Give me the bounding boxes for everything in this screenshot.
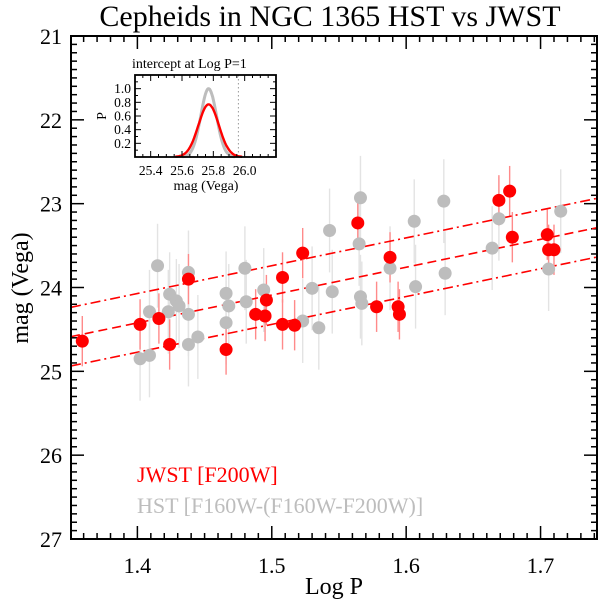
y-tick-label: 21 (40, 24, 62, 49)
y-tick-label: 25 (40, 359, 62, 384)
fit-line-lower (70, 256, 598, 367)
jwst-point (505, 230, 519, 244)
plot-frame (70, 35, 598, 540)
jwst-point (276, 317, 290, 331)
jwst-point (503, 184, 517, 198)
hst-point (492, 212, 506, 226)
hst-point (219, 286, 233, 300)
hst-point (355, 296, 369, 310)
x-axis-label: Log P (305, 574, 363, 600)
y-tick-label: 23 (40, 192, 62, 217)
jwst-point (181, 272, 195, 286)
jwst-point (75, 334, 89, 348)
jwst-point (258, 309, 272, 323)
x-tick-label: 1.6 (392, 553, 420, 578)
jwst-point (383, 250, 397, 264)
y-tick-label: 26 (40, 443, 62, 468)
x-tick-label: 1.5 (258, 553, 286, 578)
hst-point (438, 266, 452, 280)
hst-point (383, 261, 397, 275)
jwst-point (152, 312, 166, 326)
inset-x-tick-label: 25.4 (139, 163, 163, 178)
hst-point (222, 299, 236, 313)
inset-frame (134, 74, 277, 158)
hst-point (239, 295, 253, 309)
hst-point (323, 223, 337, 237)
inset-title: intercept at Log P=1 (132, 57, 247, 72)
inset-x-label: mag (Vega) (174, 179, 239, 194)
legend-jwst: JWST [F200W] (137, 462, 278, 487)
legend-hst: HST [F160W-(F160W-F200W)] (137, 493, 423, 518)
x-tick-label: 1.4 (124, 553, 152, 578)
jwst-point (219, 343, 233, 357)
jwst-point (547, 243, 561, 257)
y-tick-label: 24 (40, 276, 62, 301)
hst-point (437, 194, 451, 208)
chart-title: Cepheids in NGC 1365 HST vs JWST (99, 0, 560, 33)
hst-point (181, 338, 195, 352)
y-axis-label: mag (Vega) (8, 232, 34, 343)
hst-point (353, 191, 367, 205)
hst-point (238, 261, 252, 275)
jwst-point (370, 300, 384, 314)
hst-point (191, 330, 205, 344)
hst-point (257, 283, 271, 297)
hst-point (542, 262, 556, 276)
hst-point (151, 259, 165, 273)
hst-point (172, 299, 186, 313)
error-bars (81, 155, 562, 401)
hst-point (142, 305, 156, 319)
hst-point (142, 348, 156, 362)
jwst-point (133, 317, 147, 331)
x-tick-label: 1.7 (527, 553, 555, 578)
jwst-point (276, 270, 290, 284)
inset-plot: intercept at Log P=1 mag (Vega) P 25.4 25… (95, 57, 277, 194)
y-tick-label: 27 (40, 527, 62, 552)
inset-y-tick-label: 0.2 (114, 136, 131, 151)
hst-point (554, 204, 568, 218)
jwst-point (392, 307, 406, 321)
inset-y-tick-label: 0.6 (114, 109, 131, 124)
hst-point (409, 280, 423, 294)
hst-point (312, 321, 326, 335)
inset-x-tick-label: 26.0 (233, 163, 257, 178)
hst-point (485, 241, 499, 255)
jwst-point (288, 318, 302, 332)
jwst-point (492, 193, 506, 207)
y-tick-label: 22 (40, 108, 62, 133)
inset-x-tick-label: 25.8 (202, 163, 226, 178)
inset-y-tick-label: 0.8 (114, 95, 131, 110)
hst-point (219, 316, 233, 330)
jwst-point (540, 228, 554, 242)
hst-point (407, 214, 421, 228)
jwst-point (296, 246, 310, 260)
hst-point (161, 305, 175, 319)
inset-y-tick-label: 0.4 (114, 122, 131, 137)
inset-jwst-curve (175, 103, 243, 158)
hst-point (352, 237, 366, 251)
hst-point (305, 281, 319, 295)
inset-x-tick-label: 25.6 (170, 163, 194, 178)
inset-y-tick-label: 1.0 (114, 81, 131, 96)
jwst-point (163, 338, 177, 352)
hst-point (181, 307, 195, 321)
inset-y-label: P (95, 112, 110, 120)
jwst-point (259, 293, 273, 307)
fit-line-upper (70, 197, 598, 309)
jwst-point (351, 216, 365, 230)
inset-hst-curve (181, 87, 236, 159)
data-points (75, 184, 568, 366)
hst-point (325, 285, 339, 299)
